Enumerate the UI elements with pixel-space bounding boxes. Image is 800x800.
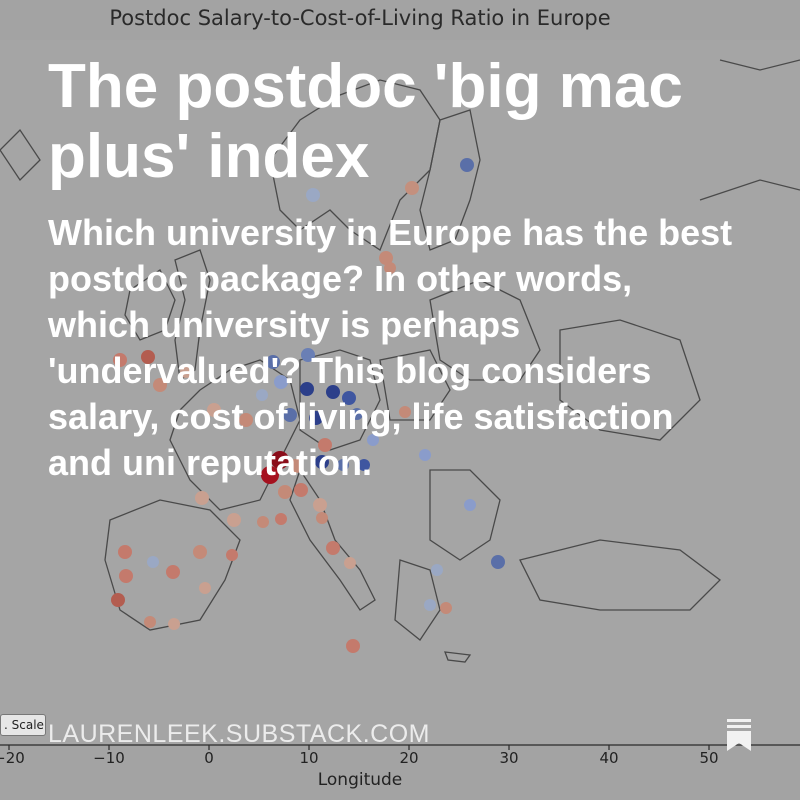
city-markers <box>111 158 505 653</box>
city-marker <box>180 366 192 378</box>
city-marker <box>306 188 320 202</box>
city-marker <box>274 375 288 389</box>
x-axis-label: Longitude <box>317 770 403 790</box>
city-marker <box>342 391 356 405</box>
city-marker <box>289 459 303 473</box>
bookmark-icon[interactable] <box>726 718 752 752</box>
city-marker <box>300 382 314 396</box>
city-marker <box>326 541 340 555</box>
city-marker <box>227 513 241 527</box>
city-marker <box>275 513 287 525</box>
city-marker <box>207 403 221 417</box>
x-tick-label: 10 <box>299 749 319 767</box>
city-marker <box>464 499 476 511</box>
city-marker <box>266 355 280 369</box>
city-marker <box>358 459 370 471</box>
city-marker <box>118 545 132 559</box>
city-marker <box>261 466 279 484</box>
city-marker <box>226 549 238 561</box>
city-marker <box>431 564 443 576</box>
city-marker <box>301 348 315 362</box>
city-marker <box>153 378 167 392</box>
city-marker <box>168 618 180 630</box>
city-marker <box>399 406 411 418</box>
city-marker <box>141 350 155 364</box>
city-marker <box>199 582 211 594</box>
city-marker <box>271 451 289 469</box>
x-axis-ticks <box>8 745 710 750</box>
city-marker <box>379 251 393 265</box>
x-tick-label: 0 <box>204 749 214 767</box>
city-marker <box>313 498 327 512</box>
x-tick-label: −10 <box>93 749 125 767</box>
city-marker <box>346 639 360 653</box>
city-marker <box>318 438 332 452</box>
city-marker <box>367 434 379 446</box>
city-marker <box>278 485 292 499</box>
city-marker <box>424 599 436 611</box>
city-marker <box>337 459 349 471</box>
chart-title: Postdoc Salary-to-Cost-of-Living Ratio i… <box>109 6 611 30</box>
city-marker <box>147 556 159 568</box>
city-marker <box>351 408 363 420</box>
city-marker <box>491 555 505 569</box>
city-marker <box>257 516 269 528</box>
city-marker <box>309 411 323 425</box>
x-tick-label: 50 <box>699 749 719 767</box>
city-marker <box>195 491 209 505</box>
city-marker <box>193 545 207 559</box>
site-url-link[interactable]: LAURENLEEK.SUBSTACK.COM <box>48 720 430 748</box>
city-marker <box>256 389 268 401</box>
post-headline[interactable]: The postdoc 'big mac plus' index <box>48 52 683 191</box>
city-marker <box>440 602 452 614</box>
x-tick-label: −20 <box>0 749 25 767</box>
city-marker <box>315 455 329 469</box>
city-marker <box>460 158 474 172</box>
x-tick-label: 30 <box>499 749 519 767</box>
city-marker <box>283 408 297 422</box>
scale-button[interactable]: . Scale <box>0 714 46 736</box>
city-marker <box>326 385 340 399</box>
city-marker <box>239 413 253 427</box>
city-marker <box>294 483 308 497</box>
city-marker <box>113 353 127 367</box>
city-marker <box>316 512 328 524</box>
post-subtitle: Which university in Europe has the best … <box>48 212 733 483</box>
map-background <box>0 40 800 745</box>
city-marker <box>419 449 431 461</box>
city-marker <box>119 569 133 583</box>
city-marker <box>144 616 156 628</box>
city-marker <box>111 593 125 607</box>
x-tick-label: 20 <box>399 749 419 767</box>
city-marker <box>405 181 419 195</box>
x-tick-label: 40 <box>599 749 619 767</box>
city-marker <box>384 262 396 274</box>
city-marker <box>344 557 356 569</box>
city-marker <box>166 565 180 579</box>
